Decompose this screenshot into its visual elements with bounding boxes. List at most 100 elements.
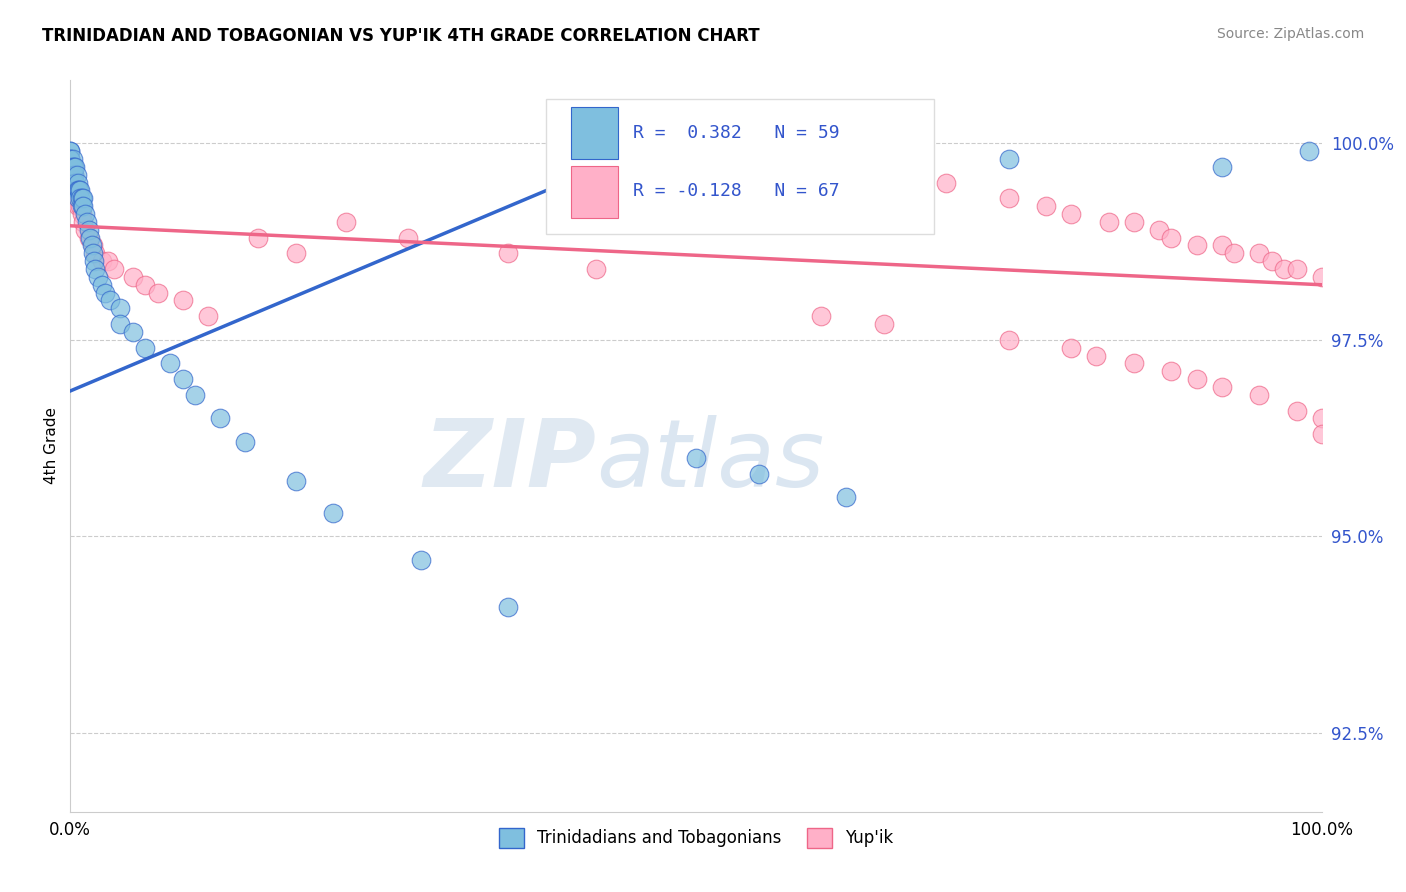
- Point: [910, 168, 932, 182]
- Point: [97, 254, 120, 268]
- Point: [1211, 238, 1233, 252]
- Point: [59, 168, 82, 182]
- Point: [59, 144, 82, 158]
- Point: [62, 168, 84, 182]
- Text: R = -0.128   N = 67: R = -0.128 N = 67: [633, 183, 839, 201]
- Point: [1223, 246, 1246, 260]
- Point: [79, 230, 101, 244]
- Point: [1060, 341, 1083, 355]
- Point: [65, 183, 87, 197]
- Point: [997, 333, 1019, 347]
- Point: [84, 262, 107, 277]
- Point: [197, 310, 219, 324]
- Point: [66, 191, 89, 205]
- Point: [498, 600, 520, 615]
- Point: [70, 199, 93, 213]
- Point: [121, 325, 145, 339]
- Point: [748, 467, 770, 481]
- Point: [59, 152, 82, 166]
- Point: [59, 168, 82, 182]
- Point: [59, 168, 82, 182]
- Point: [498, 246, 520, 260]
- Point: [65, 183, 87, 197]
- Point: [1285, 262, 1308, 277]
- Point: [59, 160, 82, 174]
- Point: [65, 160, 87, 174]
- Point: [284, 475, 307, 489]
- Point: [98, 293, 121, 308]
- Point: [872, 317, 894, 331]
- Point: [335, 215, 357, 229]
- Point: [84, 246, 107, 260]
- Point: [62, 168, 84, 182]
- FancyBboxPatch shape: [546, 99, 934, 234]
- Point: [172, 372, 194, 386]
- Point: [159, 356, 181, 370]
- Point: [59, 160, 82, 174]
- Point: [77, 223, 100, 237]
- Point: [90, 277, 112, 292]
- Text: TRINIDADIAN AND TOBAGONIAN VS YUP'IK 4TH GRADE CORRELATION CHART: TRINIDADIAN AND TOBAGONIAN VS YUP'IK 4TH…: [42, 27, 759, 45]
- Point: [1285, 403, 1308, 417]
- Point: [1160, 364, 1182, 378]
- Point: [70, 207, 93, 221]
- Point: [322, 506, 344, 520]
- Point: [1035, 199, 1057, 213]
- Point: [209, 411, 232, 425]
- Point: [82, 246, 104, 260]
- Point: [65, 168, 87, 182]
- Point: [1122, 215, 1144, 229]
- Point: [59, 176, 82, 190]
- Point: [1185, 372, 1208, 386]
- Point: [70, 191, 93, 205]
- Text: ZIP: ZIP: [423, 415, 596, 507]
- Point: [1098, 215, 1121, 229]
- Point: [1060, 207, 1083, 221]
- Point: [62, 160, 84, 174]
- Point: [72, 199, 94, 213]
- Text: R =  0.382   N = 59: R = 0.382 N = 59: [633, 124, 839, 142]
- Point: [396, 230, 419, 244]
- Point: [75, 223, 97, 237]
- Point: [1310, 269, 1333, 284]
- Point: [685, 450, 707, 465]
- Point: [59, 160, 82, 174]
- Point: [76, 215, 98, 229]
- Text: atlas: atlas: [596, 415, 824, 506]
- Point: [1249, 388, 1271, 402]
- Point: [835, 490, 858, 504]
- Point: [110, 301, 132, 316]
- Point: [1211, 160, 1233, 174]
- Point: [83, 254, 105, 268]
- Point: [1211, 380, 1233, 394]
- Point: [810, 160, 832, 174]
- Point: [134, 277, 156, 292]
- Point: [66, 183, 89, 197]
- Point: [82, 238, 104, 252]
- Point: [110, 317, 132, 331]
- Point: [59, 152, 82, 166]
- Point: [67, 183, 90, 197]
- Point: [172, 293, 194, 308]
- Point: [66, 199, 89, 213]
- Point: [72, 191, 94, 205]
- Point: [748, 152, 770, 166]
- Point: [997, 191, 1019, 205]
- Point: [409, 553, 432, 567]
- Point: [59, 183, 82, 197]
- Point: [94, 285, 117, 300]
- Y-axis label: 4th Grade: 4th Grade: [44, 408, 59, 484]
- Point: [62, 152, 84, 166]
- Point: [69, 183, 91, 197]
- Point: [1147, 223, 1170, 237]
- Point: [87, 269, 110, 284]
- FancyBboxPatch shape: [571, 107, 619, 160]
- Point: [247, 230, 270, 244]
- Point: [69, 199, 91, 213]
- Point: [103, 262, 125, 277]
- Point: [1122, 356, 1144, 370]
- Point: [134, 341, 156, 355]
- Point: [585, 262, 607, 277]
- Point: [935, 176, 957, 190]
- Point: [63, 168, 86, 182]
